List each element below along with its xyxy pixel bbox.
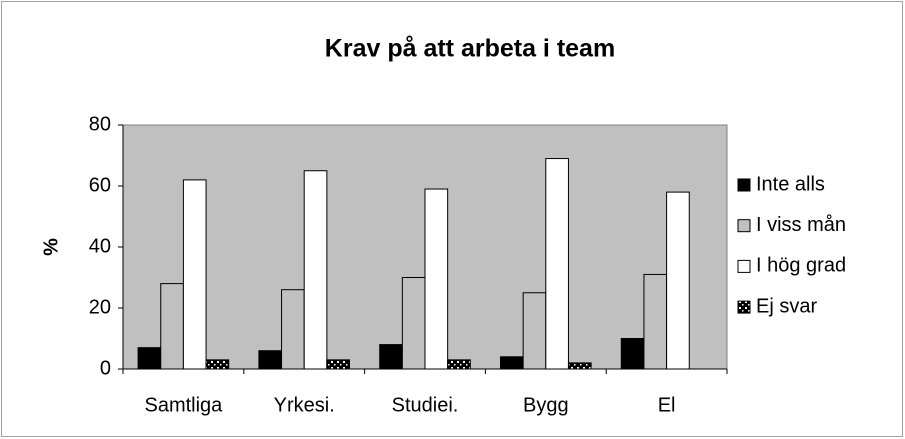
bar [567, 362, 592, 370]
legend-label: Inte alls [756, 173, 825, 195]
bar [205, 359, 230, 370]
bar [643, 273, 668, 370]
bar [666, 191, 690, 370]
bar [545, 158, 569, 370]
bar [447, 359, 471, 370]
legend-swatch [737, 300, 751, 314]
bar [258, 350, 283, 370]
bar [401, 277, 426, 370]
bar [281, 289, 305, 370]
bar [182, 179, 207, 370]
y-axis-label: % [40, 238, 62, 256]
bar [379, 344, 403, 370]
legend-swatch [737, 259, 751, 273]
bar [500, 356, 524, 370]
y-tick-label: 60 [89, 174, 111, 196]
y-tick-label: 0 [100, 357, 111, 379]
bar [303, 170, 328, 370]
legend-swatch [737, 219, 751, 233]
x-tick-label: Bygg [523, 394, 569, 416]
bar [424, 188, 449, 370]
bar [160, 283, 184, 370]
bar [137, 347, 162, 370]
x-tick-label: El [658, 394, 676, 416]
chart-title: Krav på att arbeta i team [325, 35, 615, 63]
bar [522, 292, 547, 370]
legend-swatch [737, 178, 751, 192]
legend-label: I viss mån [756, 214, 846, 236]
legend-label: Ej svar [756, 295, 817, 317]
bar [326, 359, 351, 370]
x-tick-label: Studiei. [392, 394, 459, 416]
x-tick-label: Samtliga [144, 394, 223, 416]
bar [620, 338, 645, 370]
y-tick-label: 40 [89, 235, 111, 257]
legend-label: I hög grad [756, 255, 846, 277]
y-tick-label: 80 [89, 113, 111, 135]
y-tick-label: 20 [89, 296, 111, 318]
x-tick-label: Yrkesi. [274, 394, 335, 416]
